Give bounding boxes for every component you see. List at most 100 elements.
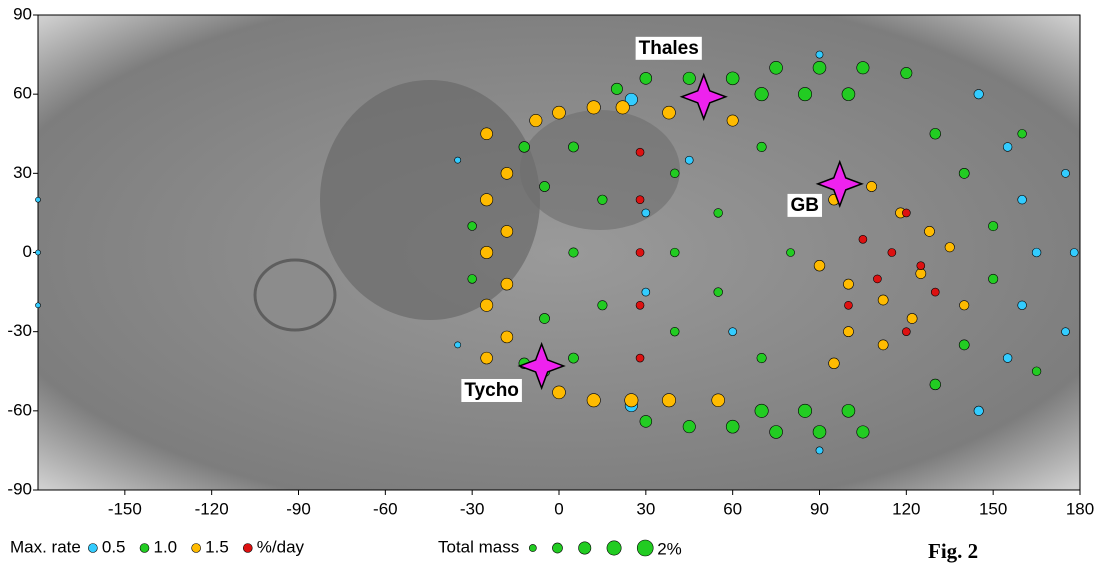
site-label: Thales: [639, 38, 699, 59]
data-point: [844, 301, 852, 309]
data-point: [640, 72, 652, 84]
data-point: [455, 157, 461, 163]
data-point: [568, 142, 578, 152]
data-point: [814, 260, 825, 271]
size-legend-marker: [529, 544, 536, 551]
data-point: [480, 246, 492, 258]
data-point: [726, 72, 739, 85]
data-point: [611, 83, 622, 94]
data-point: [616, 101, 629, 114]
mare-region: [520, 110, 680, 230]
data-point: [663, 106, 676, 119]
y-tick-label: -60: [7, 400, 32, 419]
data-point: [480, 299, 492, 311]
data-point: [959, 340, 969, 350]
data-point: [455, 342, 461, 348]
data-point: [770, 425, 783, 438]
x-tick-label: -150: [108, 499, 142, 518]
data-point: [727, 115, 738, 126]
data-point: [501, 225, 513, 237]
data-point: [501, 331, 513, 343]
legend-label: 0.5: [102, 537, 126, 556]
data-point: [945, 242, 954, 251]
y-tick-label: 90: [13, 4, 32, 23]
data-point: [468, 275, 477, 284]
data-point: [640, 415, 652, 427]
data-point: [1003, 354, 1012, 363]
data-point: [568, 353, 578, 363]
data-point: [587, 101, 600, 114]
legend-marker: [243, 544, 252, 553]
data-point: [35, 303, 40, 308]
data-point: [553, 386, 566, 399]
legend-label: %/day: [257, 537, 305, 556]
data-point: [1018, 129, 1027, 138]
data-point: [755, 404, 768, 417]
data-point: [901, 67, 912, 78]
data-point: [867, 181, 877, 191]
x-tick-label: 150: [979, 499, 1007, 518]
data-point: [816, 447, 823, 454]
data-point: [35, 250, 40, 255]
data-point: [813, 425, 826, 438]
data-point: [636, 148, 644, 156]
data-point: [930, 379, 941, 390]
data-point: [859, 235, 867, 243]
data-point: [842, 404, 855, 417]
data-point: [598, 195, 607, 204]
data-point: [636, 301, 644, 309]
map-background: [38, 15, 1080, 490]
data-point: [888, 249, 896, 257]
data-point: [685, 156, 693, 164]
data-point: [857, 426, 869, 438]
data-point: [917, 262, 925, 270]
data-point: [878, 340, 888, 350]
data-point: [670, 327, 679, 336]
size-legend-marker: [637, 540, 653, 556]
y-tick-label: -30: [7, 321, 32, 340]
crater: [255, 260, 335, 330]
data-point: [974, 89, 983, 98]
data-point: [1018, 301, 1027, 310]
data-point: [480, 194, 492, 206]
data-point: [902, 209, 910, 217]
data-point: [988, 274, 997, 283]
legend-title: Max. rate: [10, 537, 81, 556]
data-point: [757, 353, 766, 362]
data-point: [530, 114, 542, 126]
data-point: [712, 394, 725, 407]
size-legend-title: Total mass: [438, 537, 519, 556]
legend-marker: [88, 544, 97, 553]
data-point: [842, 88, 855, 101]
data-point: [907, 313, 917, 323]
data-point: [539, 313, 549, 323]
x-tick-label: 90: [810, 499, 829, 518]
data-point: [843, 327, 853, 337]
data-point: [1032, 367, 1041, 376]
data-point: [988, 221, 997, 230]
data-point: [930, 128, 941, 139]
data-point: [798, 404, 811, 417]
data-point: [755, 87, 768, 100]
data-point: [931, 288, 939, 296]
data-point: [787, 249, 795, 257]
x-tick-label: 0: [554, 499, 563, 518]
data-point: [902, 328, 910, 336]
data-point: [683, 72, 695, 84]
data-point: [598, 301, 607, 310]
data-point: [501, 278, 513, 290]
y-tick-label: 0: [23, 242, 32, 261]
figure-label: Fig. 2: [928, 539, 978, 563]
size-legend-marker: [579, 542, 591, 554]
y-tick-label: 60: [13, 84, 32, 103]
data-point: [35, 197, 40, 202]
data-point: [1032, 248, 1041, 257]
size-legend-marker: [552, 543, 562, 553]
x-tick-label: 60: [723, 499, 742, 518]
data-point: [798, 87, 811, 100]
data-point: [636, 354, 644, 362]
data-point: [1062, 328, 1070, 336]
data-point: [878, 295, 888, 305]
data-point: [1018, 195, 1027, 204]
data-point: [636, 196, 644, 204]
